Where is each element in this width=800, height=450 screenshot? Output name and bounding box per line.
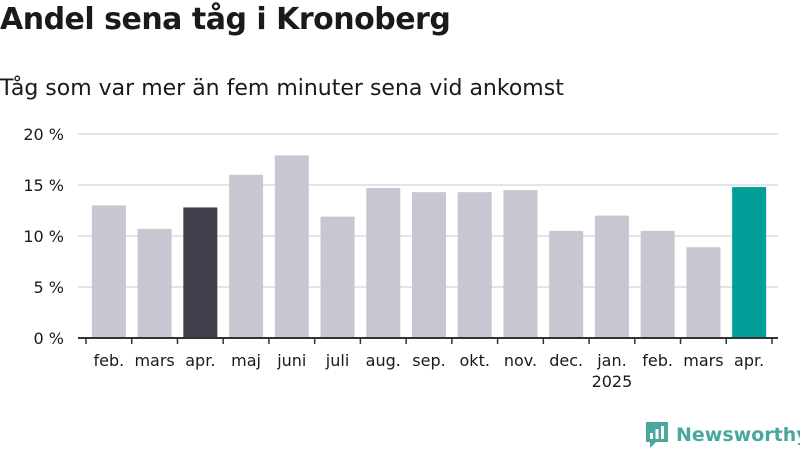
x-tick-label: feb.: [642, 351, 673, 370]
bar: [274, 155, 309, 338]
x-tick-label: jan.: [596, 351, 626, 370]
bar: [137, 228, 172, 338]
x-tick-label: mars: [134, 351, 174, 370]
x-tick-label: juli: [325, 351, 349, 370]
bar: [640, 230, 675, 338]
bar: [457, 192, 492, 338]
bar: [732, 187, 767, 338]
x-tick-label: nov.: [504, 351, 537, 370]
bar: [549, 230, 584, 338]
x-tick-label: apr.: [185, 351, 215, 370]
chart-title: Andel sena tåg i Kronoberg: [0, 2, 451, 37]
y-tick-label: 10 %: [23, 227, 64, 246]
x-year-label: 2025: [592, 372, 633, 391]
x-tick-label: dec.: [549, 351, 583, 370]
bar: [229, 174, 264, 338]
brand-name: Newsworthy: [676, 424, 800, 446]
bar: [320, 216, 355, 338]
x-tick-label: aug.: [366, 351, 401, 370]
y-axis-tick-labels: 0 % 5 % 10 % 15 % 20 %: [23, 125, 64, 348]
bars: [91, 155, 767, 338]
x-axis-ticks: [85, 338, 773, 344]
bar: [412, 192, 446, 338]
x-tick-label: mars: [683, 351, 723, 370]
y-tick-label: 15 %: [23, 176, 64, 195]
chart-subtitle: Tåg som var mer än fem minuter sena vid …: [0, 76, 564, 101]
newsworthy-logo-icon: [646, 422, 668, 448]
x-tick-label: feb.: [94, 351, 125, 370]
x-tick-label: apr.: [734, 351, 764, 370]
x-tick-label: okt.: [460, 351, 490, 370]
x-tick-label: maj: [231, 351, 261, 370]
y-tick-label: 20 %: [23, 125, 64, 144]
brand-logo: Newsworthy: [644, 420, 800, 450]
y-tick-label: 0 %: [34, 329, 64, 348]
bar: [594, 215, 629, 338]
bar: [686, 247, 721, 338]
bar: [503, 190, 538, 338]
x-tick-label: juni: [276, 351, 306, 370]
bar: [183, 207, 218, 338]
bar: [91, 205, 126, 338]
x-axis-tick-labels: feb. mars apr. maj juni juli aug. sep. okt. nov. d…: [94, 351, 765, 391]
bar: [366, 188, 401, 338]
y-tick-label: 5 %: [34, 278, 64, 297]
x-tick-label: sep.: [412, 351, 445, 370]
